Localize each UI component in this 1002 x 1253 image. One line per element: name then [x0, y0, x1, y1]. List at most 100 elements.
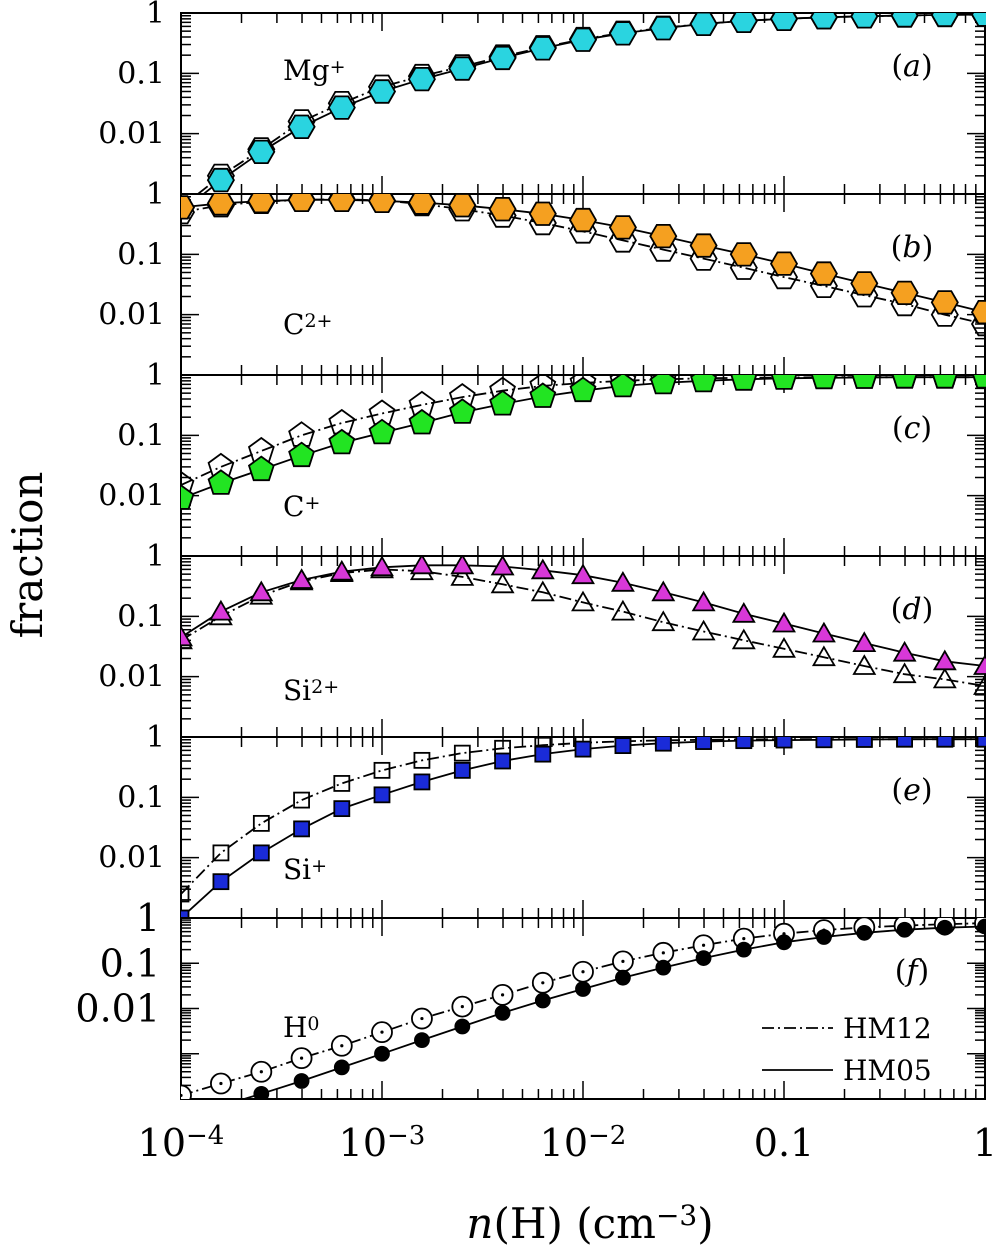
series-hm05-point [809, 261, 838, 286]
series-hm05-point [407, 67, 436, 92]
series-hm05-point [293, 1073, 310, 1089]
panel-d: 1 0.1 0.01 (d) Si2+ [98, 539, 986, 738]
series-hm12-point [181, 470, 195, 497]
panels: 10.10.01(a)Mg+10.10.01(b)C2+10.10.01(c)C… [75, 0, 986, 1100]
series-hm05-point [972, 375, 986, 389]
series-hm05-point [368, 418, 396, 445]
panel-c-label: (c) [892, 411, 932, 446]
series-hm12-point-dot [420, 1016, 424, 1021]
series-hm05-point [649, 223, 678, 249]
series-hm12-line [181, 568, 986, 687]
panel-e-label: (e) [891, 773, 932, 808]
series-hm05-point [288, 441, 315, 468]
series-hm05-point [649, 375, 677, 395]
series-hm05-point [530, 558, 555, 580]
series-hm05-point [373, 786, 391, 804]
panel-b: 1 0.1 0.01 (b) C2+ [98, 177, 986, 376]
panel-f-y-tick-label: 1 [136, 896, 160, 940]
series-hm12-point [932, 667, 957, 689]
series-hm05-point [448, 398, 476, 424]
series-hm05-point [407, 194, 436, 215]
series-hm05-point [408, 408, 436, 435]
series-hm05-point [896, 921, 913, 938]
series-hm05-point [850, 13, 879, 29]
series-hm05-point [247, 139, 276, 165]
series-hm12-point-dot [259, 1070, 263, 1074]
series-hm05-point [769, 13, 799, 32]
series-hm05-point [977, 918, 986, 935]
panel-d-label: (d) [891, 592, 934, 627]
series-hm05-point [367, 79, 397, 104]
panel-b-label: (b) [891, 230, 934, 265]
series-hm12-point [731, 628, 756, 650]
series-hm05-point [970, 299, 986, 325]
series-hm05-point [252, 844, 270, 862]
panel-e-y-tick-label: 1 [146, 720, 165, 755]
series-hm05-point [212, 873, 230, 891]
series-hm12-point-dot [621, 959, 625, 963]
series-hm05-point [293, 820, 310, 838]
x-axis-title: n(H) (cm−3) [466, 1199, 713, 1248]
series-hm12-point-dot [181, 1093, 183, 1098]
series-hm12-point [811, 645, 836, 667]
series-hm05-point [852, 631, 877, 652]
series-hm05-point [890, 280, 919, 306]
panel-e-y-tick-label: 0.1 [117, 780, 165, 815]
series-hm05-point [329, 559, 354, 581]
series-hm05-point [333, 1059, 350, 1076]
series-hm05-point [811, 375, 837, 390]
panel-c-y-tick-label: 0.1 [117, 418, 165, 453]
series-hm12-point [212, 844, 230, 862]
panel-d-y-tick-label: 0.01 [98, 660, 165, 695]
panel-b-y-tick-label: 0.1 [117, 237, 165, 272]
panel-a: 1 0.1 0.01 (a) Mg+ [98, 0, 986, 195]
series-hm05-point [689, 13, 718, 36]
series-hm05-point [571, 563, 595, 585]
series-hm05-point [409, 556, 434, 575]
series-hm05-point [374, 1045, 390, 1062]
series-hm05-point [488, 45, 517, 71]
series-hm05-point [367, 194, 397, 214]
series-hm05-point [654, 737, 672, 752]
series-hm05-point [815, 737, 833, 749]
series-hm12-point-dot [742, 937, 746, 941]
series-hm05-point [973, 654, 986, 675]
series-hm05-point [528, 36, 557, 61]
panel-e-y-tick-label: 0.01 [98, 841, 165, 876]
series-hm05-point [775, 737, 793, 749]
series-hm05-point [691, 590, 716, 612]
series-hm05-point [896, 737, 913, 748]
series-hm05-point [247, 455, 275, 482]
series-hm05-point [609, 375, 637, 398]
series-hm12-point [490, 572, 515, 594]
series-hm05-point [529, 382, 557, 408]
series-hm12-point-dot [541, 981, 545, 985]
series-hm05-point [816, 929, 832, 945]
panel-f-data [181, 918, 986, 1099]
series-hm05-point [729, 13, 758, 33]
series-hm05-point [181, 909, 190, 918]
series-hm05-point [414, 1032, 430, 1049]
series-hm05-point [809, 13, 838, 30]
panel-b-y-tick-label: 0.01 [98, 298, 165, 333]
series-hm05-point [850, 271, 879, 296]
panel-b-data [181, 194, 986, 337]
series-hm05-point [287, 194, 316, 213]
legend-hm05-label: HM05 [843, 1054, 932, 1087]
series-hm12-point-dot [219, 1081, 223, 1086]
series-hm05-point [448, 56, 477, 81]
panel-f-y-tick-label: 0.01 [75, 987, 160, 1031]
series-hm05-point [608, 21, 637, 46]
series-hm12-point [373, 761, 391, 779]
series-hm05-point [735, 737, 753, 750]
series-hm05-point [651, 580, 676, 602]
series-hm05-point [370, 556, 394, 577]
panel-e-data [181, 737, 986, 918]
series-hm12-point [973, 674, 986, 695]
series-hm12-point-dot [460, 1005, 464, 1009]
series-hm05-point [289, 568, 314, 589]
panel-e: 1 0.1 0.01 (e) Si+ [98, 720, 986, 919]
series-hm05-point [490, 556, 515, 576]
series-hm12-point [293, 791, 310, 809]
